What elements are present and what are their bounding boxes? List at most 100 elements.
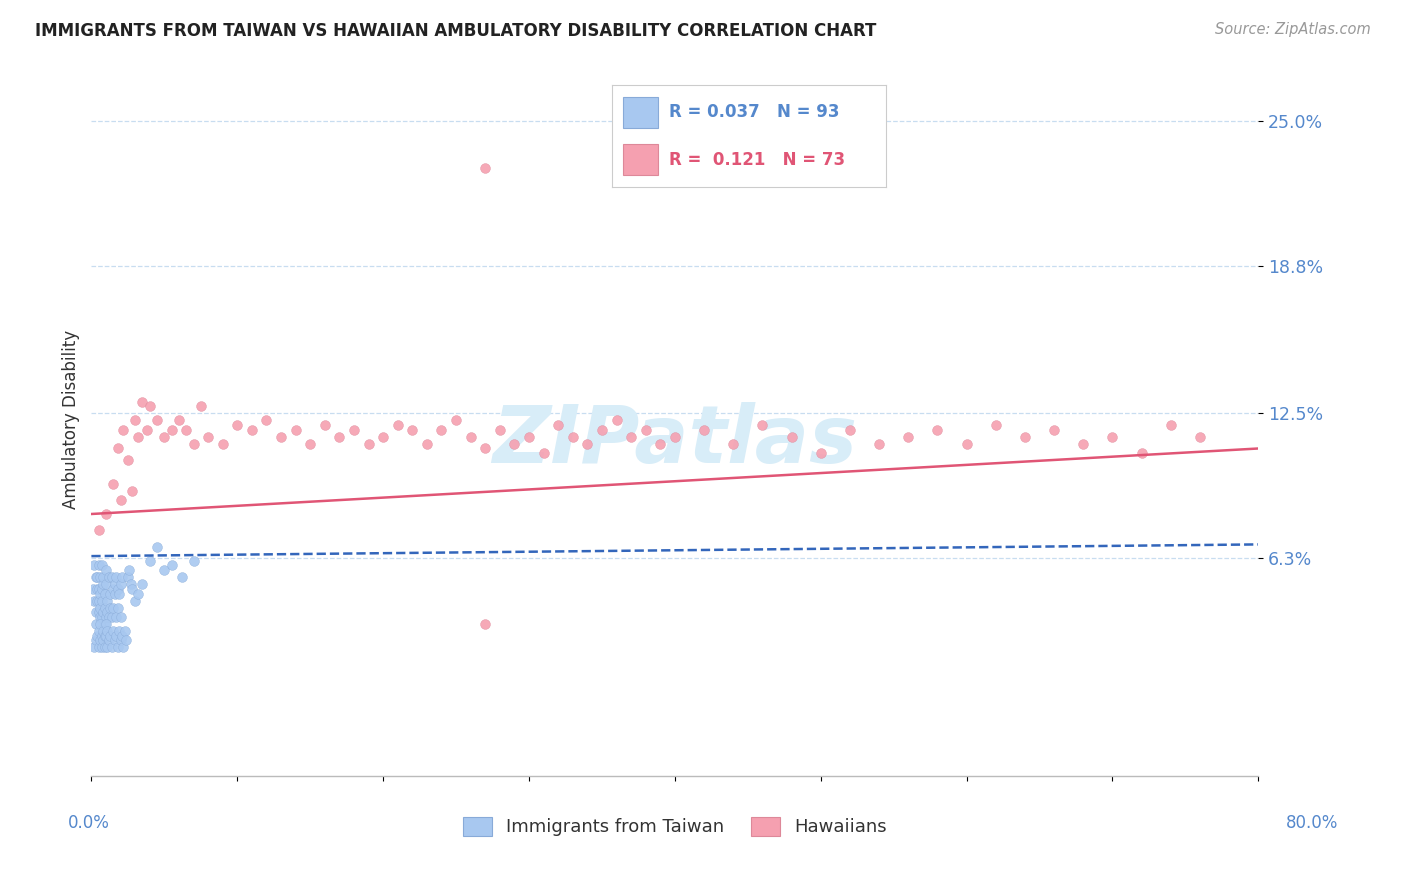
Point bbox=[160, 558, 183, 573]
Point bbox=[1043, 423, 1066, 437]
Point bbox=[693, 423, 716, 437]
Point bbox=[430, 423, 453, 437]
Point bbox=[810, 446, 832, 460]
Point bbox=[211, 437, 233, 451]
Point bbox=[401, 423, 423, 437]
Point bbox=[91, 624, 114, 638]
Text: Source: ZipAtlas.com: Source: ZipAtlas.com bbox=[1215, 22, 1371, 37]
Point bbox=[97, 610, 120, 624]
Point bbox=[146, 540, 169, 554]
Legend: Immigrants from Taiwan, Hawaiians: Immigrants from Taiwan, Hawaiians bbox=[454, 808, 896, 846]
Point bbox=[115, 633, 138, 648]
Point bbox=[984, 418, 1007, 433]
Point bbox=[91, 570, 114, 584]
Point bbox=[160, 423, 183, 437]
Point bbox=[328, 430, 350, 444]
Point bbox=[183, 554, 205, 568]
Point bbox=[83, 558, 105, 573]
Point bbox=[96, 605, 118, 619]
Point bbox=[927, 423, 949, 437]
Point bbox=[89, 600, 111, 615]
Point bbox=[87, 593, 110, 607]
Point bbox=[87, 640, 110, 655]
Point bbox=[270, 430, 292, 444]
Point bbox=[131, 577, 153, 591]
Point bbox=[343, 423, 366, 437]
Point bbox=[103, 600, 125, 615]
Text: ZIPatlas: ZIPatlas bbox=[492, 401, 858, 480]
Point bbox=[103, 624, 125, 638]
Point bbox=[87, 582, 110, 596]
Point bbox=[89, 610, 111, 624]
Point bbox=[474, 442, 496, 456]
Point bbox=[93, 629, 115, 643]
Point bbox=[124, 413, 146, 427]
Point bbox=[87, 624, 110, 638]
Point bbox=[94, 610, 117, 624]
Point bbox=[91, 577, 114, 591]
Point bbox=[620, 430, 643, 444]
Point bbox=[110, 492, 132, 507]
Point bbox=[503, 437, 526, 451]
Point bbox=[444, 413, 467, 427]
Point bbox=[174, 423, 197, 437]
Point bbox=[117, 453, 139, 467]
Point bbox=[127, 586, 149, 600]
Point bbox=[94, 507, 117, 521]
Point bbox=[104, 586, 127, 600]
Point bbox=[474, 617, 496, 632]
Point bbox=[868, 437, 890, 451]
Point bbox=[82, 582, 104, 596]
Point bbox=[387, 418, 409, 433]
Point bbox=[89, 617, 111, 632]
Point bbox=[96, 624, 118, 638]
Point bbox=[101, 640, 124, 655]
Point bbox=[103, 476, 125, 491]
Point bbox=[111, 629, 134, 643]
Point bbox=[416, 437, 439, 451]
Point bbox=[101, 610, 124, 624]
Point bbox=[664, 430, 686, 444]
Point bbox=[1160, 418, 1182, 433]
Point bbox=[89, 586, 111, 600]
Point bbox=[114, 624, 136, 638]
Point bbox=[357, 437, 380, 451]
Point bbox=[93, 617, 115, 632]
Point bbox=[89, 570, 111, 584]
Point bbox=[105, 570, 128, 584]
Point bbox=[94, 617, 117, 632]
Point bbox=[897, 430, 920, 444]
Point bbox=[371, 430, 394, 444]
Point bbox=[108, 624, 131, 638]
Point bbox=[1014, 430, 1036, 444]
Text: IMMIGRANTS FROM TAIWAN VS HAWAIIAN AMBULATORY DISABILITY CORRELATION CHART: IMMIGRANTS FROM TAIWAN VS HAWAIIAN AMBUL… bbox=[35, 22, 876, 40]
Point bbox=[591, 423, 613, 437]
Point bbox=[107, 640, 129, 655]
FancyBboxPatch shape bbox=[623, 145, 658, 175]
Text: R =  0.121   N = 73: R = 0.121 N = 73 bbox=[669, 151, 845, 169]
Point bbox=[112, 640, 135, 655]
Point bbox=[104, 633, 127, 648]
Point bbox=[86, 570, 108, 584]
Point bbox=[86, 582, 108, 596]
Point bbox=[120, 577, 142, 591]
Point bbox=[110, 610, 132, 624]
Point bbox=[146, 413, 169, 427]
Point bbox=[723, 437, 745, 451]
Point bbox=[91, 605, 114, 619]
Point bbox=[94, 629, 117, 643]
Point bbox=[87, 605, 110, 619]
Point bbox=[547, 418, 569, 433]
Point bbox=[127, 430, 149, 444]
Point bbox=[117, 570, 139, 584]
Point bbox=[83, 640, 105, 655]
Point bbox=[97, 570, 120, 584]
Point bbox=[124, 593, 146, 607]
Point bbox=[91, 633, 114, 648]
Point bbox=[90, 582, 112, 596]
Point bbox=[138, 400, 162, 414]
Point bbox=[576, 437, 599, 451]
Point bbox=[1130, 446, 1153, 460]
Y-axis label: Ambulatory Disability: Ambulatory Disability bbox=[62, 330, 80, 508]
Point bbox=[87, 558, 110, 573]
